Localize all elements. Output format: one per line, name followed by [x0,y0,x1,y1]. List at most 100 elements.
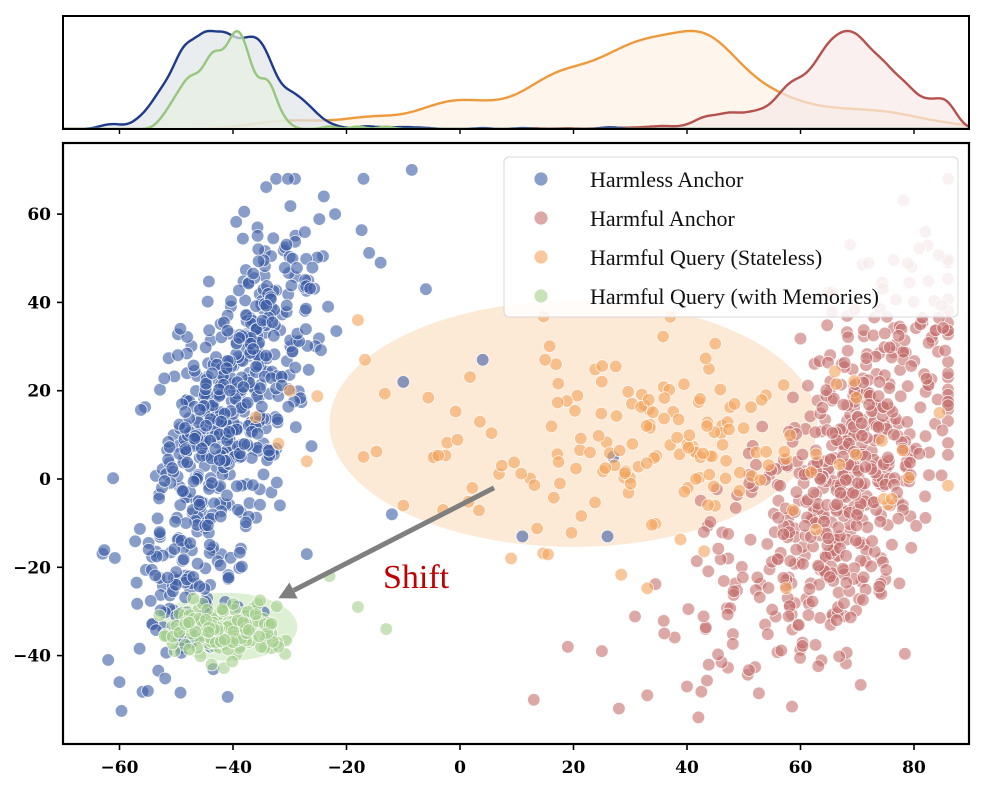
scatter-point [303,281,317,296]
scatter-point [761,581,776,595]
scatter-point [178,442,193,456]
scatter-point [598,461,613,475]
scatter-point [882,381,897,395]
scatter-point [614,568,628,582]
scatter-point [101,653,115,667]
scatter-point [871,389,886,403]
scatter-point [821,531,835,546]
scatter-point [465,481,480,495]
scatter-point [815,400,830,415]
scatter-point [699,351,713,366]
scatter-point [697,525,711,539]
scatter-point [855,416,869,430]
scatter-point [304,439,319,453]
scatter-point [837,355,852,370]
scatter-point [507,455,521,470]
scatter-point [171,348,185,362]
scatter-point [230,479,244,493]
scatter-point [860,520,875,535]
scatter-point [224,294,238,308]
scatter-point [783,554,798,568]
scatter-point [707,479,721,494]
scatter-point [618,466,632,480]
scatter-point [130,597,144,611]
scatter-point [832,649,846,664]
scatter-point [251,254,266,268]
scatter-point [183,536,197,550]
scatter-point [765,603,779,617]
scatter-point [701,498,715,512]
scatter-point [677,377,691,391]
scatter-point [541,547,555,562]
scatter-point [744,400,758,414]
scatter-point [290,261,304,275]
scatter-point [289,420,303,434]
scatter-point [801,608,816,622]
scatter-point [646,405,660,420]
scatter-point [199,377,213,391]
scatter-point [264,616,279,631]
x-tick-label: 20 [562,758,586,778]
scatter-point [141,542,156,557]
scatter-point [253,381,267,395]
shift-annotation: Shift [278,485,496,599]
scatter-point [881,450,895,465]
scatter-point [193,403,207,417]
scatter-point [271,437,286,451]
scatter-point [300,547,314,561]
scatter-point [645,518,659,532]
scatter-point [819,383,834,397]
scatter-point [896,345,911,359]
scatter-point [237,437,252,451]
scatter-point [938,343,952,358]
scatter-point [672,447,687,462]
scatter-point [476,353,490,367]
legend-label: Harmful Query (Stateless) [590,245,822,270]
scatter-point [896,443,910,458]
series-harmless-anchor [95,163,620,718]
scatter-point [198,340,213,355]
scatter-point [246,478,260,492]
scatter-point [851,476,865,490]
scatter-point [266,231,281,246]
scatter-point [776,527,791,541]
scatter-point [717,574,731,588]
scatter-point [160,570,175,585]
scatter-point [201,625,216,639]
scatter-point [132,642,147,656]
scatter-point [623,477,638,491]
scatter-point [225,654,239,669]
scatter-point [609,359,623,374]
scatter-point [182,615,196,630]
legend-marker [533,210,549,226]
scatter-point [841,344,855,358]
scatter-point [473,415,487,429]
scatter-point [901,379,915,393]
scatter-point [299,322,313,336]
scatter-point [141,684,155,698]
scatter-point [255,400,269,414]
scatter-point [288,360,303,375]
scatter-point [771,511,785,525]
scatter-point [621,385,635,399]
scatter-point [238,293,252,308]
scatter-point [190,557,205,571]
scatter-point [774,643,789,658]
scatter-point [804,465,818,479]
x-tick-label: −20 [328,758,366,778]
scatter-point [298,225,312,239]
scatter-point [700,673,714,688]
scatter-point [278,261,292,275]
scatter-point [220,488,234,503]
scatter-point [903,455,917,470]
scatter-point [690,554,704,568]
scatter-frame [61,141,971,746]
scatter-point [356,172,371,186]
scatter-point [186,358,201,373]
scatter-point [612,701,626,716]
scatter-point [859,351,874,365]
legend-marker [533,171,549,187]
scatter-point [883,340,897,355]
scatter-point [173,322,188,336]
